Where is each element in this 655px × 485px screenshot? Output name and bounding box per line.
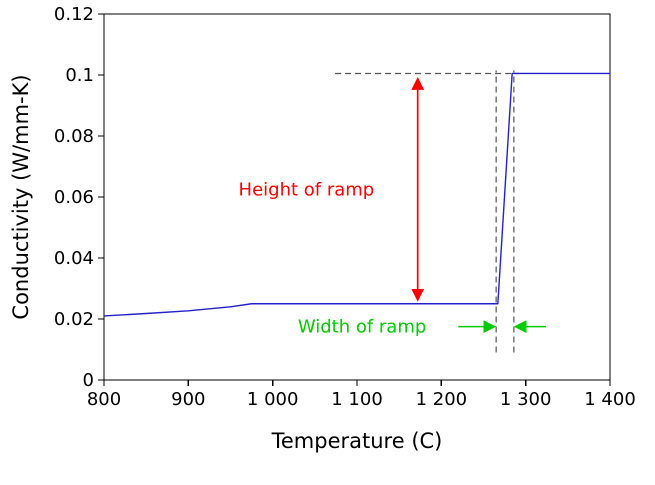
width-of-ramp-label: Width of ramp xyxy=(298,317,426,338)
x-tick-label: 1 100 xyxy=(331,389,383,410)
y-tick-label: 0.12 xyxy=(54,4,94,25)
y-tick-label: 0 xyxy=(83,370,94,391)
x-tick-label: 1 200 xyxy=(416,389,468,410)
x-tick-label: 800 xyxy=(87,389,121,410)
x-axis-title: Temperature (C) xyxy=(271,429,443,453)
height-of-ramp-label: Height of ramp xyxy=(239,179,375,200)
x-tick-label: 1 000 xyxy=(247,389,299,410)
y-tick-label: 0.1 xyxy=(65,65,94,86)
y-tick-label: 0.02 xyxy=(54,309,94,330)
y-tick-label: 0.08 xyxy=(54,126,94,147)
x-tick-label: 900 xyxy=(171,389,205,410)
y-tick-label: 0.04 xyxy=(54,248,94,269)
y-axis-title: Conductivity (W/mm-K) xyxy=(9,74,33,320)
series-conductivity-curve xyxy=(103,72,610,317)
x-tick-label: 1 300 xyxy=(500,389,552,410)
y-tick-label: 0.06 xyxy=(54,187,94,208)
x-tick-label: 1 400 xyxy=(584,389,636,410)
